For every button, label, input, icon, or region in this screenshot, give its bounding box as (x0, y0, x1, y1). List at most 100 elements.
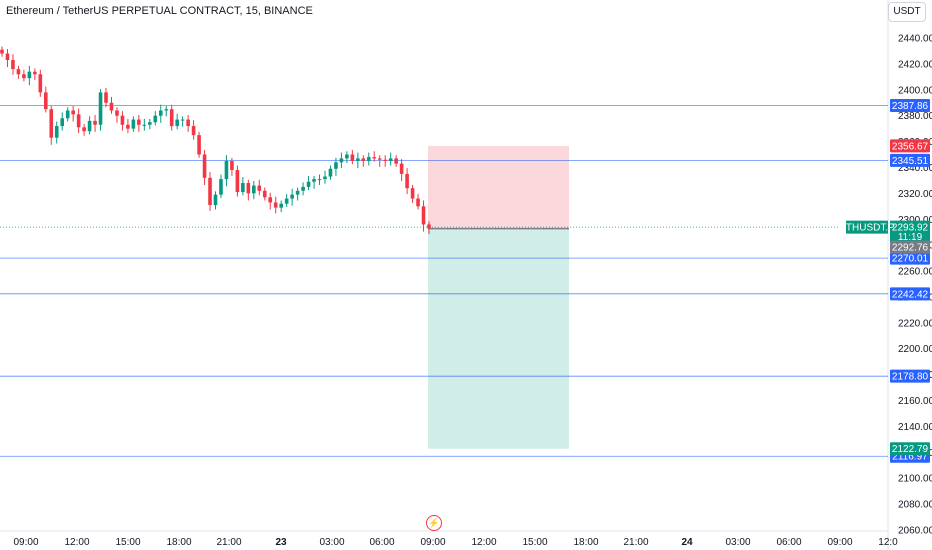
chart-title: Ethereum / TetherUS PERPETUAL CONTRACT, … (6, 5, 313, 17)
x-tick-label: 03:00 (725, 537, 750, 548)
candle-body (241, 183, 245, 193)
candle-body (350, 154, 355, 161)
candle-body (60, 118, 65, 127)
x-tick-label: 18:00 (573, 537, 598, 548)
target-price-tag: 2122.79 (892, 444, 929, 455)
candle-body (98, 92, 103, 125)
countdown-tag: 11:19 (898, 232, 923, 243)
take-profit-zone (428, 228, 569, 449)
symbol-tag: ETHUSDT.P (839, 223, 895, 234)
candle-body (361, 158, 366, 161)
candle-body (246, 183, 251, 194)
candle-body (312, 179, 316, 182)
candle-body (104, 92, 108, 103)
candle-body (268, 197, 273, 203)
candle-body (208, 177, 212, 206)
x-tick-label: 15:00 (115, 537, 140, 548)
candle-body (191, 126, 196, 136)
candle-body (54, 126, 59, 138)
candle-body (87, 120, 92, 132)
candle-body (197, 135, 201, 155)
candle-body (115, 110, 119, 116)
candle-body (257, 185, 262, 191)
stop-price-tag-bg (890, 139, 930, 153)
candle-body (372, 157, 377, 159)
candle-body (0, 49, 4, 54)
candle-body (323, 176, 327, 180)
candle-body (33, 71, 37, 75)
candle-body (301, 186, 305, 191)
candle-body (416, 198, 420, 207)
candle-body (334, 162, 338, 169)
y-tick-label: 2380.00 (898, 111, 932, 122)
chart-grid (0, 0, 889, 550)
level-price-tag: 2345.51 (892, 156, 929, 167)
y-tick-label: 2060.00 (898, 526, 932, 537)
candle-body (27, 71, 32, 79)
candle-body (148, 122, 152, 125)
stop-price-tag: 2356.67 (892, 141, 929, 152)
last-price-tag-bg (890, 220, 930, 243)
candle-body (399, 163, 404, 174)
horizontal-levels (0, 105, 888, 457)
time-axis: 09:00 12:00 15:00 18:00 21:00 23 03:00 06:00 09:… (13, 537, 898, 548)
level-price-tag-bg (890, 287, 930, 301)
candle-body (317, 179, 322, 181)
y-tick-label: 2160.00 (898, 396, 932, 407)
entry-price-tag-bg (890, 240, 930, 254)
candle-body (82, 127, 86, 132)
x-tick-label: 09:00 (13, 537, 38, 548)
entry-price-tag: 2292.76 (892, 243, 929, 254)
candle-body (388, 158, 393, 161)
candle-body (339, 158, 344, 163)
candle-body (377, 158, 382, 160)
candle-body (356, 158, 360, 161)
level-price-tag: 2116.97 (892, 452, 928, 463)
candle-body (175, 119, 179, 127)
candle-body (16, 69, 21, 75)
candle-body (295, 190, 300, 195)
candle-body (5, 53, 10, 61)
candle-body (328, 168, 333, 177)
x-tick-label: 12:00 (64, 537, 89, 548)
x-tick-label: 12:0 (878, 537, 898, 548)
candle-body (49, 109, 54, 138)
candle-body (126, 124, 130, 129)
level-price-tag-bg (890, 251, 930, 265)
y-tick-label: 2080.00 (898, 500, 932, 511)
candle-body (186, 119, 190, 127)
y-tick-label: 2320.00 (898, 189, 932, 200)
lightning-icon[interactable]: ⚡ (426, 515, 442, 531)
candle-body (142, 124, 147, 126)
y-tick-label: 2340.00 (898, 163, 932, 174)
x-tick-label: 21:00 (216, 537, 241, 548)
symbol-tag-bg (846, 220, 888, 234)
candle-body (202, 154, 207, 178)
x-tick-label: 12:00 (471, 537, 496, 548)
x-tick-label: 09:00 (420, 537, 445, 548)
candle-body (158, 110, 163, 116)
candle-body (252, 185, 256, 194)
candle-body (405, 173, 409, 189)
y-tick-label: 2400.00 (898, 85, 932, 96)
candles (0, 46, 431, 235)
candle-body (38, 74, 43, 93)
candle-body (235, 170, 240, 193)
level-price-tag-bg (890, 99, 930, 113)
level-price-tag: 2387.86 (892, 101, 929, 112)
x-tick-label: 09:00 (827, 537, 852, 548)
currency-button[interactable]: USDT (888, 2, 926, 22)
x-tick-label: 06:00 (369, 537, 394, 548)
price-tags: 2387.86 2345.51 2270.01 2242.42 2178.80 2116.… (839, 99, 930, 463)
level-price-tag-bg (890, 369, 930, 383)
y-tick-label: 2440.00 (898, 34, 932, 45)
candle-body (224, 161, 229, 180)
y-tick-label: 2140.00 (898, 422, 932, 433)
last-price-tag: 2293.92 (892, 223, 929, 234)
candle-body (169, 109, 174, 127)
candle-body (273, 202, 278, 208)
y-tick-label: 2300.00 (898, 215, 932, 226)
candle-body (230, 161, 234, 171)
candle-body (427, 224, 431, 229)
